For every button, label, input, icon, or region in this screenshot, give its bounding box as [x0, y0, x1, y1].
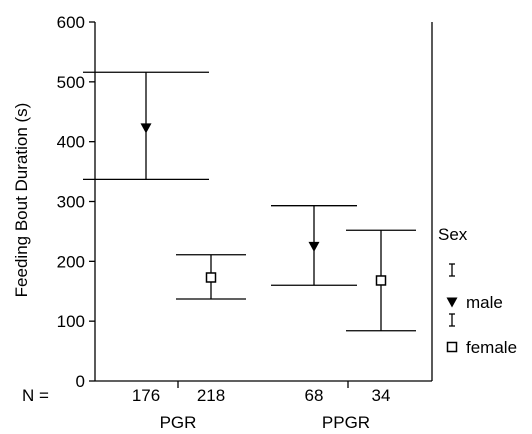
legend: Sex male female: [438, 225, 517, 357]
triangle-down-marker: [140, 123, 152, 134]
square-marker: [446, 341, 458, 353]
legend-label-female: female: [466, 338, 517, 357]
error-bars: [83, 71, 416, 332]
legend-errorbar-icon: [449, 313, 455, 327]
y-tick-label: 500: [57, 73, 85, 92]
y-tick-label: 400: [57, 133, 85, 152]
legend-errorbar-icon: [449, 263, 455, 277]
n-label: N =: [22, 386, 49, 405]
y-tick-label: 100: [57, 312, 85, 331]
error-bar-male: [271, 205, 357, 286]
y-axis: 0 100 200 300 400 500 600: [57, 13, 95, 391]
y-tick-label: 600: [57, 13, 85, 32]
y-tick-label: 0: [76, 372, 85, 391]
x-category-label: 34: [372, 386, 391, 405]
legend-title: Sex: [438, 225, 468, 244]
legend-label-male: male: [466, 293, 503, 312]
y-axis-title: Feeding Bout Duration (s): [12, 103, 31, 298]
x-category-label: 68: [305, 386, 324, 405]
square-marker: [205, 272, 217, 283]
error-bar-female: [346, 229, 416, 332]
x-group-label: PPGR: [322, 413, 370, 432]
y-tick-label: 200: [57, 252, 85, 271]
x-category-label: 176: [132, 386, 160, 405]
square-marker: [375, 275, 387, 286]
triangle-down-marker: [446, 297, 458, 308]
triangle-down-marker: [308, 241, 320, 252]
x-category-label: 218: [197, 386, 225, 405]
error-bar-male: [83, 71, 209, 181]
x-group-label: PGR: [160, 413, 197, 432]
error-bar-female: [176, 254, 246, 300]
y-tick-label: 300: [57, 193, 85, 212]
